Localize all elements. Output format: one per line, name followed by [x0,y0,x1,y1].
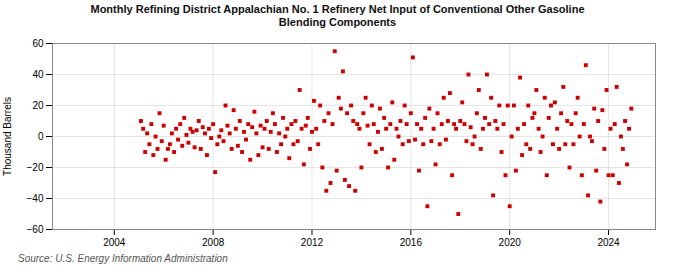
svg-text:−40: −40 [27,193,44,204]
svg-text:2012: 2012 [301,237,324,248]
svg-text:2008: 2008 [202,237,225,248]
svg-text:2020: 2020 [499,237,522,248]
svg-text:40: 40 [32,69,44,80]
svg-text:2004: 2004 [103,237,126,248]
svg-text:2024: 2024 [597,237,620,248]
svg-text:−20: −20 [27,162,44,173]
html-text:Monthly Refining District Appa: Monthly Refining District Appalachian No… [90,3,585,28]
svg-text:20: 20 [32,100,44,111]
svg-text:2016: 2016 [400,237,423,248]
svg-text:60: 60 [32,38,44,49]
svg-text:−60: −60 [27,224,44,235]
svg-text:0: 0 [38,131,44,142]
svg-text:Thousand Barrels: Thousand Barrels [2,97,13,176]
html-text:Source: U.S. Energy Informatio: Source: U.S. Energy Information Administ… [18,253,228,264]
